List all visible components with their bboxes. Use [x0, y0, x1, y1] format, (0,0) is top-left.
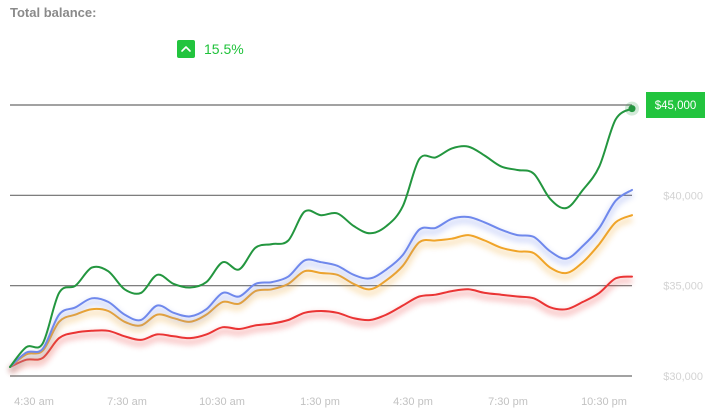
series-line [9, 214, 633, 368]
series-glow [7, 191, 634, 374]
current-value-badge [646, 92, 705, 118]
y-tick-label: $40,000 [663, 190, 703, 202]
x-tick-label: 7:30 pm [488, 396, 528, 408]
current-value-label: $45,000 [655, 100, 697, 112]
x-tick-label: 7:30 am [107, 396, 147, 408]
chart-title: Total balance: [10, 5, 97, 20]
series-glow [8, 277, 633, 374]
x-tick-label: 4:30 pm [393, 396, 433, 408]
y-tick-label: $30,000 [663, 371, 703, 383]
change-indicator: 15.5% [177, 40, 244, 58]
series-line [9, 275, 633, 368]
x-tick-label: 10:30 am [199, 396, 245, 408]
x-tick-label: 4:30 am [14, 396, 54, 408]
end-point-marker [628, 105, 636, 113]
y-tick-label: $35,000 [663, 281, 703, 293]
x-tick-label: 1:30 pm [300, 396, 340, 408]
series-line [9, 107, 633, 368]
change-value: 15.5% [204, 41, 244, 57]
chevron-up-icon [177, 40, 195, 58]
x-tick-label: 10:30 pm [581, 396, 627, 408]
series-glow [8, 216, 634, 374]
series-line [9, 188, 633, 368]
